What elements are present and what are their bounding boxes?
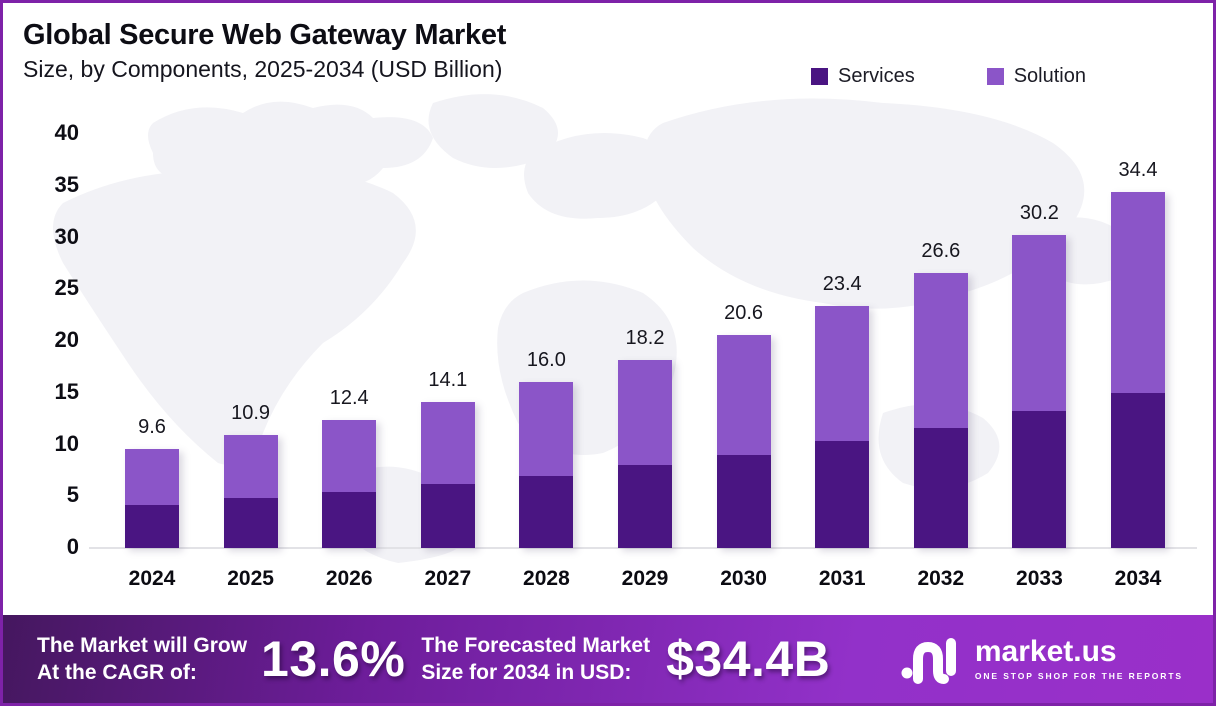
stacked-bar-2025: 10.9	[223, 402, 278, 548]
stacked-bar-2034: 34.4	[1111, 159, 1165, 548]
legend-item-services: Services	[811, 65, 915, 88]
y-tick-label: 25	[54, 275, 79, 301]
services-swatch-icon	[811, 68, 828, 85]
cagr-label: The Market will Grow At the CAGR of:	[37, 632, 247, 687]
bar-total-label: 34.4	[1118, 158, 1158, 181]
stacked-bar-2031: 23.4	[815, 273, 870, 548]
cagr-label-line1: The Market will Grow	[37, 633, 248, 657]
solution-segment	[420, 402, 475, 484]
cagr-value: 13.6%	[261, 631, 406, 687]
y-tick-label: 15	[54, 378, 79, 404]
stacked-bar-2033: 30.2	[1012, 202, 1067, 548]
solution-segment	[519, 382, 574, 476]
solution-segment	[1111, 191, 1165, 393]
y-tick-label: 20	[54, 327, 79, 352]
services-segment	[716, 454, 771, 548]
services-segment	[420, 483, 475, 548]
forecast-label-line2: Size for 2034 in USD:	[421, 661, 632, 684]
bar-total-label: 18.2	[625, 326, 665, 349]
brand-text: market.us ONE STOP SHOP FOR THE REPORTS	[974, 635, 1183, 682]
x-axis-line	[89, 547, 1197, 549]
legend-label-solution: Solution	[1013, 65, 1086, 87]
stats-banner: The Market will Grow At the CAGR of: 13.…	[3, 615, 1213, 703]
solution-segment	[1012, 235, 1067, 412]
solution-segment	[223, 435, 278, 499]
forecast-label: The Forecasted Market Size for 2034 in U…	[421, 632, 650, 687]
y-tick-label: 40	[54, 120, 79, 145]
x-axis-label-2029: 2029	[621, 567, 669, 590]
bar-total-label: 14.1	[428, 369, 468, 392]
bar-total-label: 10.9	[231, 402, 271, 425]
services-segment	[618, 465, 672, 548]
x-axis-label-2032: 2032	[917, 567, 965, 590]
marketus-monogram-icon	[901, 638, 956, 684]
x-axis-label-2028: 2028	[523, 567, 570, 590]
services-segment	[1111, 392, 1165, 548]
page-subtitle: Size, by Components, 2025-2034 (USD Bill…	[23, 56, 503, 82]
x-axis-label-2027: 2027	[424, 567, 472, 590]
bar-total-label: 23.4	[822, 272, 862, 295]
solution-segment	[125, 448, 179, 505]
solution-segment	[716, 334, 771, 455]
forecast-value: $34.4B	[666, 631, 831, 687]
x-axis-label-2026: 2026	[325, 567, 373, 590]
brand-name: market.us	[974, 635, 1117, 668]
stacked-bar-2030: 20.6	[716, 302, 771, 548]
solution-segment	[913, 272, 968, 428]
bar-total-label: 30.2	[1019, 202, 1059, 225]
y-tick-label: 30	[54, 223, 79, 249]
services-segment	[815, 441, 870, 548]
services-segment	[223, 498, 278, 548]
y-tick-label: 0	[66, 534, 79, 559]
solution-segment	[618, 359, 672, 466]
stacked-bar-2032: 26.6	[913, 240, 968, 548]
x-axis-label-2031: 2031	[818, 567, 866, 590]
y-tick-label: 5	[66, 482, 79, 508]
x-axis-label-2033: 2033	[1016, 567, 1063, 590]
solution-segment	[322, 419, 377, 493]
bar-total-label: 12.4	[329, 386, 369, 409]
x-axis-label-2034: 2034	[1114, 567, 1162, 590]
chart-header: Global Secure Web Gateway Market Size, b…	[23, 19, 506, 83]
cagr-label-line2: At the CAGR of:	[37, 661, 197, 684]
brand-logo: market.us ONE STOP SHOP FOR THE REPORTS	[901, 633, 1187, 685]
stacked-bar-2024: 9.6	[125, 416, 179, 548]
x-axis-label-2025: 2025	[227, 567, 274, 590]
solution-swatch-icon	[986, 68, 1004, 85]
bar-total-label: 9.6	[138, 415, 166, 438]
stacked-bar-2026: 12.4	[322, 387, 377, 548]
y-tick-label: 35	[54, 171, 79, 197]
x-axis-label-2024: 2024	[128, 567, 176, 590]
bar-total-label: 26.6	[921, 239, 961, 262]
services-segment	[913, 427, 968, 548]
services-segment	[1012, 411, 1067, 548]
solution-segment	[815, 305, 870, 442]
page-title: Global Secure Web Gateway Market	[23, 19, 507, 51]
legend-item-solution: Solution	[986, 65, 1086, 88]
bar-total-label: 20.6	[724, 301, 764, 324]
y-tick-label: 10	[54, 430, 79, 456]
services-segment	[322, 492, 377, 548]
legend-label-services: Services	[838, 65, 915, 87]
stacked-bar-2028: 16.0	[519, 349, 574, 548]
chart-legend: Services Solution	[811, 65, 1086, 88]
x-axis-label-2030: 2030	[720, 567, 767, 590]
services-segment	[125, 504, 179, 548]
stacked-bar-2029: 18.2	[618, 327, 672, 548]
forecast-label-line1: The Forecasted Market	[421, 633, 651, 657]
brand-tagline: ONE STOP SHOP FOR THE REPORTS	[974, 671, 1183, 681]
bar-total-label: 16.0	[526, 349, 566, 372]
services-segment	[519, 475, 574, 548]
stacked-bar-2027: 14.1	[420, 369, 475, 548]
